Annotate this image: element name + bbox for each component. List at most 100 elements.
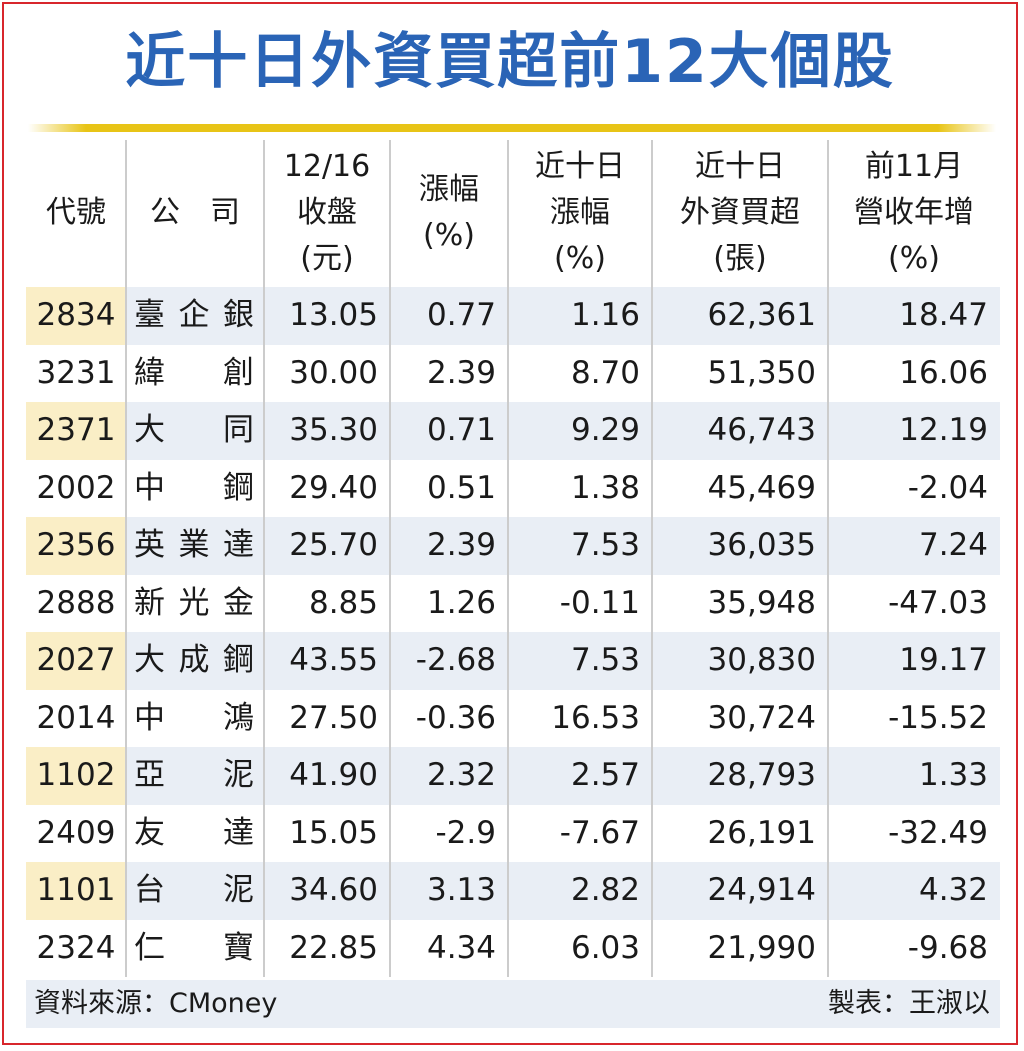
cell-close: 25.70 xyxy=(289,527,378,563)
cell-change: 0.51 xyxy=(426,469,496,506)
cell-revenue_growth: 4.32 xyxy=(918,872,988,908)
table-row xyxy=(26,402,1000,460)
cell-foreign_buy: 62,361 xyxy=(707,297,816,333)
cell-foreign_buy: 28,793 xyxy=(707,757,816,793)
cell-change10: -0.11 xyxy=(559,584,640,621)
cell-change10: -7.67 xyxy=(559,814,640,851)
cell-code: 2888 xyxy=(36,584,116,621)
cell-change: 2.39 xyxy=(426,354,496,391)
cell-company: 友達 xyxy=(134,814,254,851)
cell-code: 3231 xyxy=(36,354,116,391)
cell-change: -0.36 xyxy=(415,699,496,736)
cell-change: 4.34 xyxy=(426,929,496,966)
title-underline xyxy=(28,124,996,132)
cell-code: 1101 xyxy=(26,862,126,920)
cell-change10: 8.70 xyxy=(570,354,640,391)
cell-change: -2.68 xyxy=(415,642,496,678)
cell-code: 2027 xyxy=(26,632,126,690)
column-header-change10: 近十日 漲幅 (%) xyxy=(535,149,625,276)
cell-change: 0.71 xyxy=(426,412,496,448)
cell-company: 大同 xyxy=(134,412,254,448)
cell-revenue_growth: 12.19 xyxy=(899,412,988,448)
cell-close: 43.55 xyxy=(289,642,378,678)
cell-close: 30.00 xyxy=(289,354,378,391)
column-header-change: 漲幅 (%) xyxy=(419,172,479,253)
source-note: 資料來源：CMoney xyxy=(34,988,278,1019)
cell-company: 中鴻 xyxy=(134,699,254,736)
cell-foreign_buy: 30,830 xyxy=(707,642,816,678)
cell-revenue_growth: -15.52 xyxy=(888,699,988,736)
column-divider xyxy=(263,140,265,977)
cell-change10: 7.53 xyxy=(570,642,640,678)
cell-change: 3.13 xyxy=(426,872,496,908)
cell-change10: 9.29 xyxy=(570,412,640,448)
table-row xyxy=(26,862,1000,920)
chart-title: 近十日外資買超前12大個股 xyxy=(125,27,895,97)
cell-foreign_buy: 35,948 xyxy=(707,584,816,621)
cell-revenue_growth: -2.04 xyxy=(907,469,988,506)
cell-change10: 1.38 xyxy=(570,469,640,506)
cell-revenue_growth: -32.49 xyxy=(888,814,988,851)
cell-close: 8.85 xyxy=(308,584,378,621)
column-divider xyxy=(507,140,509,977)
cell-foreign_buy: 21,990 xyxy=(707,929,816,966)
cell-revenue_growth: 19.17 xyxy=(899,642,988,678)
cell-close: 34.60 xyxy=(289,872,378,908)
cell-close: 35.30 xyxy=(289,412,378,448)
cell-company: 仁寶 xyxy=(134,929,254,966)
cell-revenue_growth: 7.24 xyxy=(918,527,988,563)
cell-change10: 7.53 xyxy=(570,527,640,563)
cell-change: 2.32 xyxy=(426,757,496,793)
cell-company: 台泥 xyxy=(134,872,254,908)
cell-code: 2834 xyxy=(26,287,126,345)
cell-company: 緯創 xyxy=(134,354,254,391)
maker-note: 製表：王淑以 xyxy=(828,988,990,1019)
cell-revenue_growth: -47.03 xyxy=(888,584,988,621)
cell-foreign_buy: 30,724 xyxy=(707,699,816,736)
cell-close: 41.90 xyxy=(289,757,378,793)
cell-code: 2002 xyxy=(36,469,116,506)
cell-close: 15.05 xyxy=(289,814,378,851)
table-footer: 資料來源：CMoney 製表：王淑以 xyxy=(26,980,1000,1028)
cell-foreign_buy: 46,743 xyxy=(707,412,816,448)
column-header-company: 公 司 xyxy=(150,195,240,230)
cell-change10: 16.53 xyxy=(551,699,640,736)
table-row xyxy=(26,632,1000,690)
cell-revenue_growth: -9.68 xyxy=(907,929,988,966)
cell-close: 29.40 xyxy=(289,469,378,506)
cell-change: -2.9 xyxy=(435,814,497,851)
column-divider xyxy=(827,140,829,977)
cell-company: 亞泥 xyxy=(134,757,254,793)
column-divider xyxy=(651,140,653,977)
cell-code: 2014 xyxy=(36,699,116,736)
cell-company: 新光金 xyxy=(134,584,254,621)
table-row xyxy=(26,287,1000,345)
cell-revenue_growth: 1.33 xyxy=(918,757,988,793)
cell-change: 1.26 xyxy=(426,584,496,621)
table-row xyxy=(26,517,1000,575)
cell-close: 27.50 xyxy=(289,699,378,736)
cell-foreign_buy: 36,035 xyxy=(707,527,816,563)
column-header-close: 12/16 收盤 (元) xyxy=(283,149,371,276)
cell-foreign_buy: 24,914 xyxy=(707,872,816,908)
cell-code: 2371 xyxy=(26,402,126,460)
cell-change10: 2.82 xyxy=(570,872,640,908)
cell-code: 2356 xyxy=(26,517,126,575)
cell-change: 0.77 xyxy=(426,297,496,333)
cell-change10: 1.16 xyxy=(570,297,640,333)
cell-code: 2409 xyxy=(36,814,116,851)
cell-code: 2324 xyxy=(36,929,116,966)
cell-foreign_buy: 51,350 xyxy=(707,354,816,391)
column-header-code: 代號 xyxy=(46,195,106,230)
cell-company: 中鋼 xyxy=(134,469,254,506)
cell-foreign_buy: 26,191 xyxy=(707,814,816,851)
cell-revenue_growth: 18.47 xyxy=(899,297,988,333)
cell-code: 1102 xyxy=(26,747,126,805)
cell-company: 大成鋼 xyxy=(134,642,254,678)
column-divider xyxy=(389,140,391,977)
cell-revenue_growth: 16.06 xyxy=(899,354,988,391)
cell-change: 2.39 xyxy=(426,527,496,563)
cell-change10: 2.57 xyxy=(570,757,640,793)
cell-close: 13.05 xyxy=(289,297,378,333)
